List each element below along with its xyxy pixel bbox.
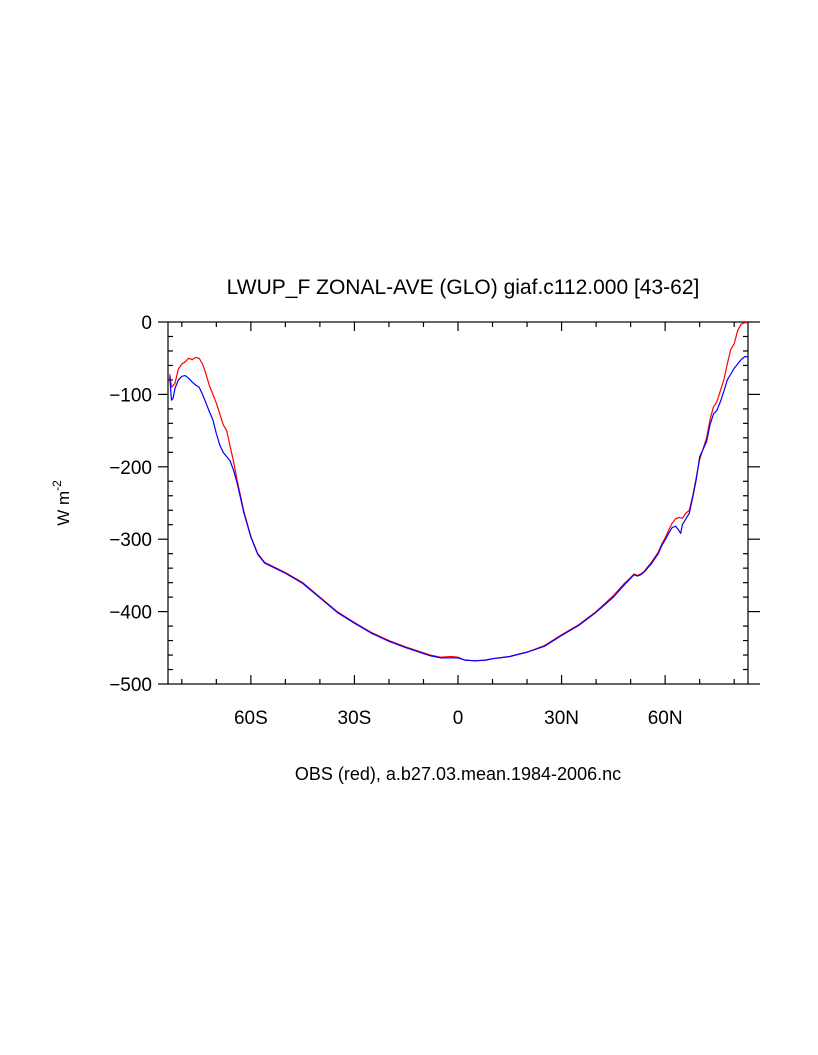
series-line-red	[169, 322, 748, 662]
x-tick-label: 60N	[648, 708, 683, 729]
y-tick-label: −500	[109, 675, 152, 696]
y-axis-label: W m-2	[50, 480, 73, 526]
series-lines	[169, 322, 748, 662]
y-axis-label-exponent: -2	[50, 480, 64, 491]
y-tick-label: −400	[109, 603, 152, 624]
chart-title: LWUP_F ZONAL-AVE (GLO) giaf.c112.000 [43…	[227, 276, 700, 299]
x-tick-label: 30S	[338, 708, 372, 729]
plot-area: 60S 30S 0 30N 60N 0 −100 −200 −300 −400 −500	[109, 313, 760, 729]
x-tick-label: 0	[453, 708, 464, 729]
axis-tick-labels: 60S 30S 0 30N 60N 0 −100 −200 −300 −400 −500	[109, 313, 682, 729]
axis-ticks	[158, 321, 760, 685]
plot-frame	[167, 321, 749, 685]
y-tick-label: −300	[109, 530, 152, 551]
x-axis-label: OBS (red), a.b27.03.mean.1984-2006.nc	[295, 764, 621, 784]
svg-text:W m-2: W m-2	[50, 480, 73, 526]
y-tick-label: −100	[109, 385, 152, 406]
y-axis-label-text: W m	[54, 491, 73, 526]
series-line-blue	[169, 356, 748, 662]
y-tick-label: 0	[141, 313, 152, 334]
x-tick-label: 60S	[234, 708, 268, 729]
y-tick-label: −200	[109, 458, 152, 479]
x-tick-label: 30N	[544, 708, 579, 729]
